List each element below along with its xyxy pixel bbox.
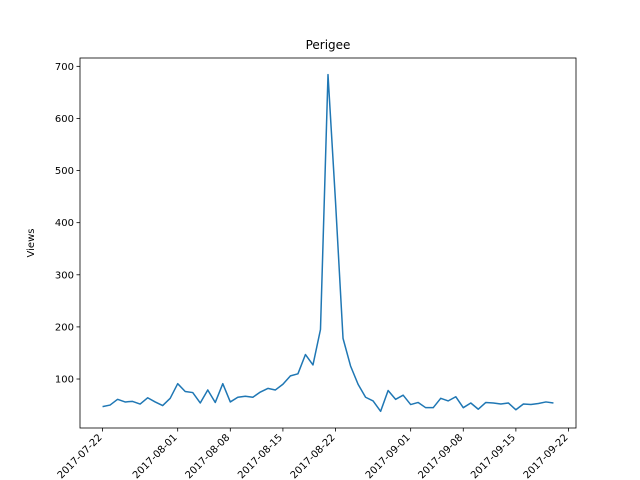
y-tick-label: 600 [55,114,74,125]
y-tick-label: 500 [55,166,74,177]
y-tick-label: 700 [55,62,74,73]
y-tick-label: 300 [55,270,74,281]
x-tick-label: 2017-09-01 [364,432,413,480]
y-tick-label: 400 [55,218,74,229]
data-line [102,73,554,413]
x-tick-label: 2017-09-22 [522,432,571,480]
chart-title: Perigee [306,38,351,52]
x-tick-label: 2017-09-08 [417,432,466,480]
x-tick-label: 2017-08-08 [184,432,233,480]
y-axis-label: Views [26,229,37,258]
plot-frame [79,57,577,429]
x-tick-label: 2017-08-15 [236,432,285,480]
y-tick-label: 200 [55,322,74,333]
x-tick-label: 2017-09-15 [469,432,518,480]
x-tick-label: 2017-08-01 [131,432,180,480]
x-tick-label: 2017-08-22 [289,432,338,480]
y-tick-label: 100 [55,375,74,386]
x-tick-label: 2017-07-22 [56,432,105,480]
